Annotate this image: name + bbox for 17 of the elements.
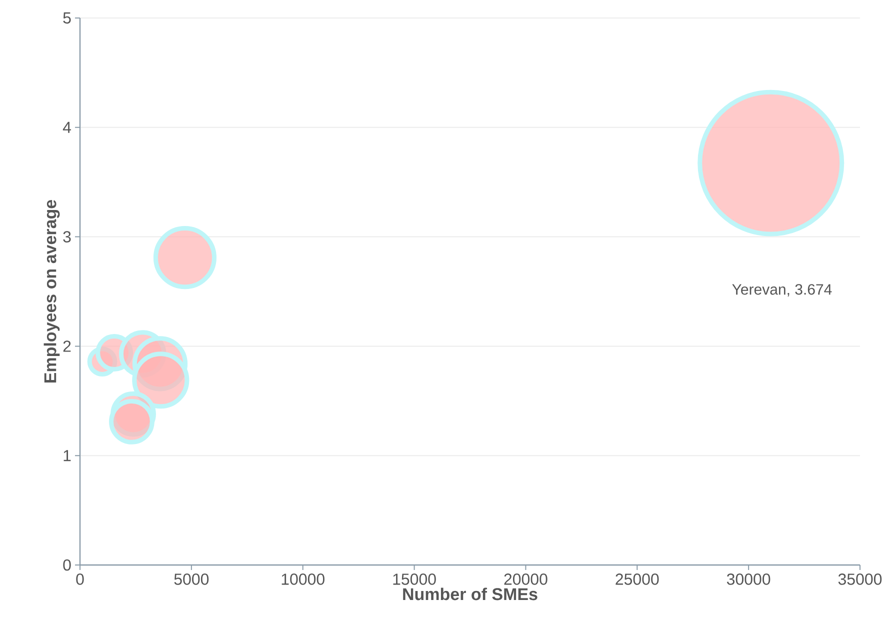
x-tick-label: 35000 (838, 574, 882, 585)
x-tick-label: 15000 (393, 574, 436, 585)
y-tick-label: 1 (64, 450, 71, 462)
y-tick-label: 4 (62, 122, 71, 133)
x-tick-label: 10000 (282, 574, 324, 585)
y-tick-label: 3 (63, 231, 71, 242)
x-tick-label: 5000 (174, 574, 209, 585)
x-tick-label: 0 (76, 574, 84, 585)
x-tick-label: 20000 (504, 574, 548, 585)
annotation: Yerevan, 3.674 (732, 284, 832, 296)
y-tick-label: 5 (63, 12, 71, 24)
y-tick-label: 0 (63, 559, 71, 571)
x-tick-label: 30000 (726, 574, 770, 585)
y-tick-label: 2 (63, 340, 71, 352)
y-axis-title: Employees on average (44, 200, 60, 382)
x-axis-title: Number of SMEs (403, 588, 538, 600)
x-tick-label: 25000 (616, 574, 659, 585)
